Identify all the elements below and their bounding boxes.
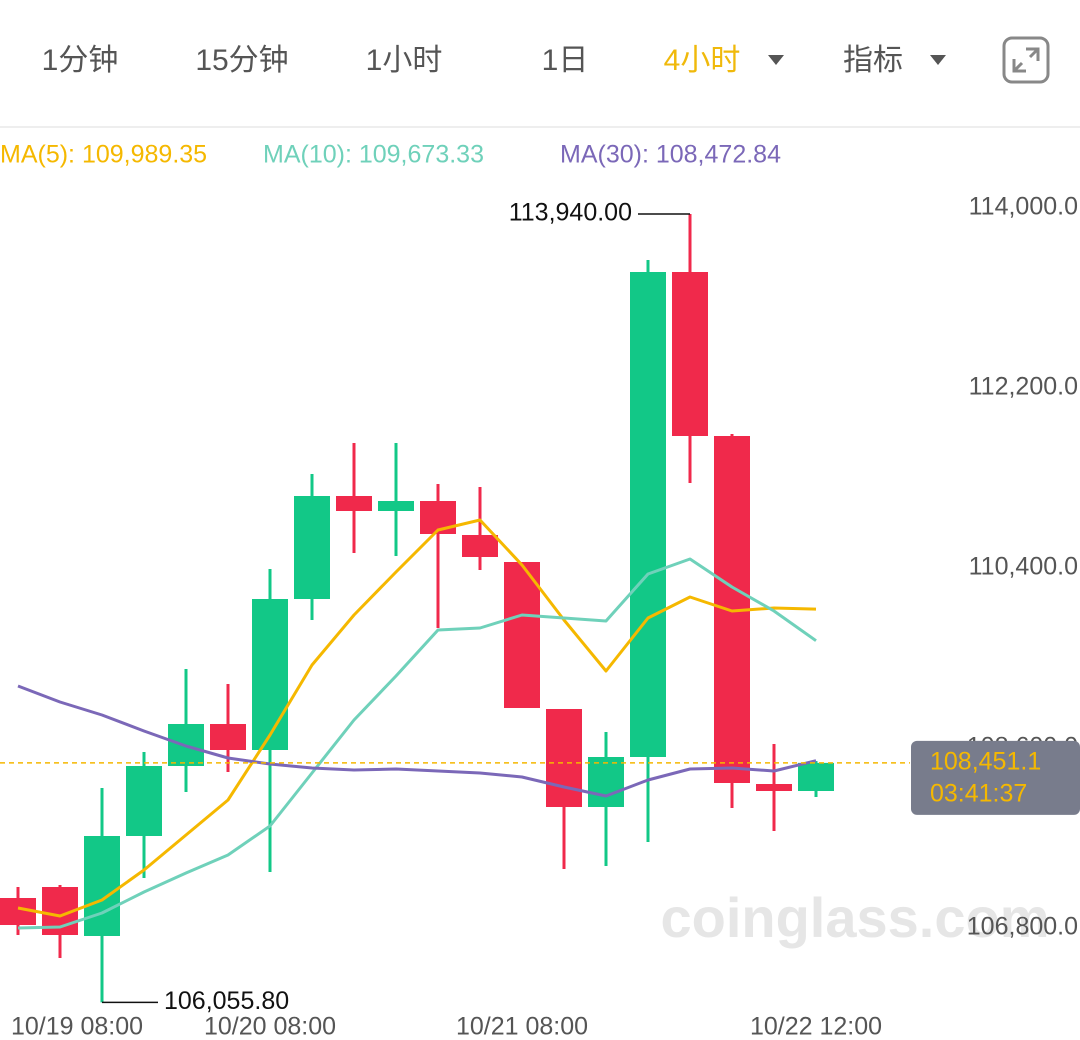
y-tick-label: 114,000.0 [969, 193, 1078, 221]
candle-body [252, 599, 288, 750]
candle-body [336, 496, 372, 511]
x-tick-label: 10/21 08:00 [456, 1013, 588, 1040]
extreme-label: 113,940.00 [509, 199, 632, 227]
timeframe-tab[interactable]: 15分钟 [195, 44, 288, 77]
timeframe-tab[interactable]: 1日 [542, 44, 589, 77]
price-box [911, 740, 1080, 815]
timeframe-tab[interactable]: 指标 [843, 44, 903, 77]
candle-body [210, 724, 246, 750]
watermark: coinglass.com [660, 886, 1049, 949]
y-tick-label: 110,400.0 [969, 553, 1078, 581]
timeframe-tab[interactable]: 1小时 [366, 44, 443, 77]
y-tick-label: 106,800.0 [967, 913, 1078, 941]
legend-entry: MA(10): 109,673.33 [263, 141, 484, 169]
candle-body [84, 836, 120, 936]
ma-line [17, 518, 817, 918]
y-tick-label: 112,200.0 [969, 373, 1078, 401]
legend-entry: MA(5): 109,989.35 [0, 141, 207, 169]
ma-line [17, 684, 817, 798]
tab-dropdown-arrow [768, 55, 784, 65]
candle-body [462, 535, 498, 557]
candle-body [294, 496, 330, 599]
candle-body [798, 762, 834, 791]
candle-body [378, 501, 414, 511]
countdown-label: 03:41:37 [930, 779, 1027, 807]
timeframe-tab[interactable]: 4小时 [664, 44, 741, 77]
candle-body [672, 272, 708, 436]
candle-body [126, 766, 162, 836]
timeframe-tab[interactable]: 1分钟 [42, 44, 119, 77]
candle-body [756, 784, 792, 791]
fullscreen-icon [1012, 47, 1040, 73]
candle-body [504, 562, 540, 708]
candle-body [546, 709, 582, 807]
extreme-label: 106,055.80 [164, 987, 289, 1015]
candle-body [630, 272, 666, 757]
x-tick-label: 10/20 08:00 [204, 1013, 336, 1040]
price-label: 108,451.1 [930, 747, 1041, 775]
x-tick-label: 10/19 08:00 [11, 1013, 143, 1040]
x-tick-label: 10/22 12:00 [750, 1013, 882, 1040]
legend-entry: MA(30): 108,472.84 [560, 141, 781, 169]
ma-line [17, 557, 817, 930]
candle-body [588, 757, 624, 807]
tab-dropdown-arrow [930, 55, 946, 65]
fullscreen-button[interactable] [1002, 36, 1050, 84]
